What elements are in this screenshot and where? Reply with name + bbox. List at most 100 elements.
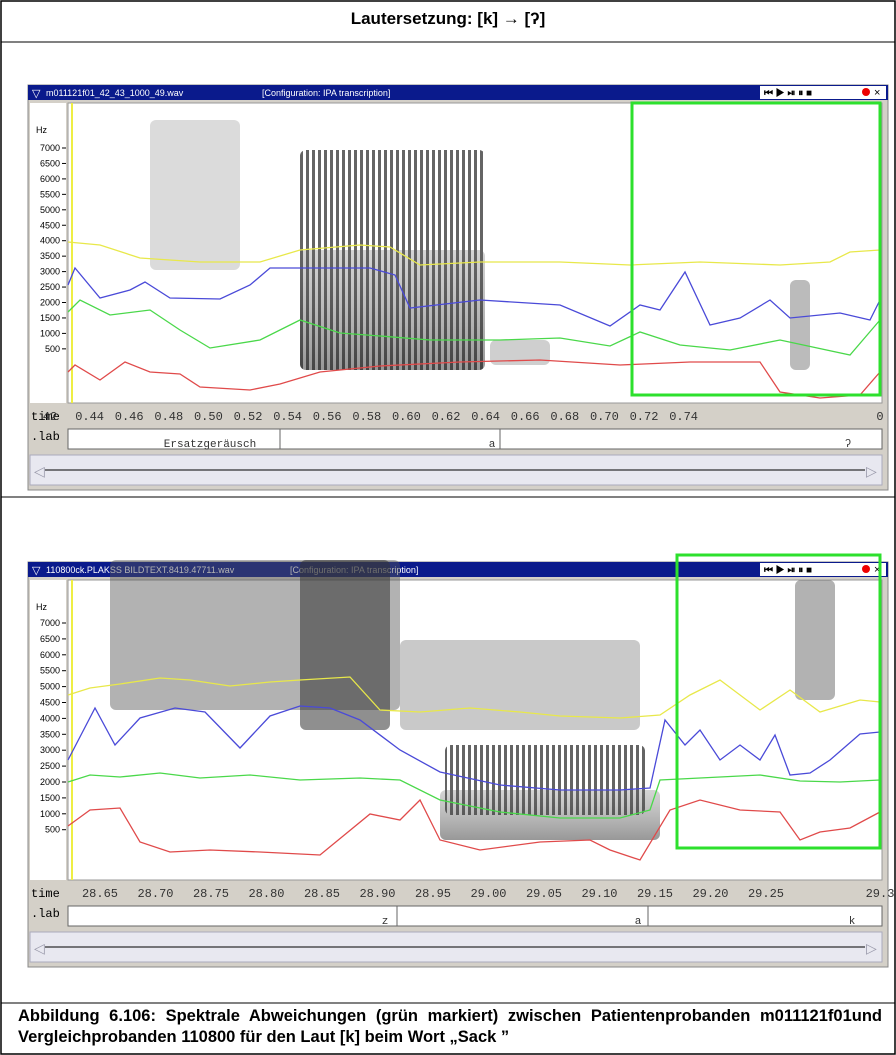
segment-label: a (635, 916, 642, 928)
time-tick-label: 0.44 (75, 410, 104, 424)
tier-name: .lab (31, 907, 60, 921)
time-tick-label: 0.68 (550, 410, 579, 424)
time-tick-label: 29.25 (748, 887, 784, 901)
window-file: m011121f01_42_43_1000_49.wav (46, 88, 184, 98)
window-icon: ▽ (32, 565, 41, 577)
formant-track (67, 241, 881, 266)
spectral-energy (300, 560, 390, 730)
y-tick-label: 7000 (40, 143, 60, 153)
formant-track (67, 299, 881, 356)
formant-track (67, 772, 881, 819)
time-tick-label: 28.75 (193, 887, 229, 901)
record-button[interactable] (862, 88, 870, 96)
unit-label: Hz (36, 602, 47, 612)
spectral-energy (790, 280, 810, 370)
scroll-left[interactable]: ◁ (34, 463, 45, 479)
formant-track (67, 359, 881, 399)
title: Lautersetzung: [k] → [ʔ] (351, 9, 546, 28)
window-titlebar (28, 85, 888, 100)
time-tick-label: 28.95 (415, 887, 451, 901)
y-tick-label: 7000 (40, 618, 60, 628)
time-tick-label: 29.20 (692, 887, 728, 901)
y-tick-label: 2500 (40, 282, 60, 292)
y-tick-label: 4500 (40, 220, 60, 230)
green-highlight (675, 553, 882, 850)
spectral-energy (150, 120, 240, 270)
y-tick-label: 3500 (40, 251, 60, 261)
spectral-energy (490, 340, 550, 365)
time-tick-label: 0.70 (590, 410, 619, 424)
window-file: 110800ck.PLAKSS BILDTEXT.8419.47711.wav (46, 565, 235, 575)
y-tick-label: 2500 (40, 761, 60, 771)
toolbar-controls: ⏮ ▶ ⏯ ⏸ ■ (764, 87, 812, 99)
time-tick-label: 28.65 (82, 887, 118, 901)
spectral-energy (440, 790, 660, 840)
y-tick-label: 5500 (40, 666, 60, 676)
time-tick-label: 29.05 (526, 887, 562, 901)
caption: Abbildung 6.106: Spektrale Abweichungen … (18, 1007, 882, 1046)
y-tick-label: 1500 (40, 313, 60, 323)
formant-track (67, 798, 881, 861)
segment-label: z (382, 916, 389, 928)
y-tick-label: 5000 (40, 205, 60, 215)
time-tick-label: 28.90 (359, 887, 395, 901)
unit-label: Hz (36, 125, 47, 135)
axis-panel (30, 103, 66, 403)
time-label: time (31, 410, 60, 424)
time-tick-label: 28.85 (304, 887, 340, 901)
formant-track (67, 266, 881, 327)
y-tick-label: 3000 (40, 745, 60, 755)
tier-row (67, 428, 883, 450)
time-tick-label: 0.48 (154, 410, 183, 424)
y-tick-label: 5500 (40, 189, 60, 199)
y-tick-label: 500 (45, 344, 60, 354)
record-button[interactable] (862, 565, 870, 573)
time-tick-label: 29.00 (470, 887, 506, 901)
time-tick-label: 0.50 (194, 410, 223, 424)
axis-panel (30, 580, 66, 880)
time-tick-label: 0.46 (115, 410, 144, 424)
y-tick-label: 5000 (40, 682, 60, 692)
time-tick-label: 0.64 (471, 410, 500, 424)
segment-label: Ersatzgeräusch (164, 439, 256, 451)
window-icon: ▽ (32, 88, 41, 100)
spectral-energy (795, 580, 835, 700)
scroll-right[interactable]: ▷ (866, 940, 877, 956)
time-tick-label: 28.70 (137, 887, 173, 901)
close-button: × (874, 87, 880, 99)
time-tick-label: 0.66 (511, 410, 540, 424)
green-highlight (630, 101, 882, 397)
time-tick-label: 0.60 (392, 410, 421, 424)
time-tick-label: 29.3 (866, 887, 895, 901)
time-tick-label: 0.62 (432, 410, 461, 424)
caption-box: Abbildung 6.106: Spektrale Abweichungen … (18, 1007, 882, 1046)
window-config: [Configuration: IPA transcription] (262, 88, 390, 98)
time-row (30, 405, 882, 425)
y-tick-label: 4500 (40, 698, 60, 708)
formant-track (67, 705, 881, 791)
y-tick-label: 4000 (40, 236, 60, 246)
time-tick-label: 0.58 (352, 410, 381, 424)
tier-row (67, 905, 883, 927)
time-tick-label: 0.52 (234, 410, 263, 424)
segment-label: k (849, 916, 856, 928)
time-label: time (31, 887, 60, 901)
segment-label: ʔ (845, 439, 852, 451)
time-row (30, 882, 882, 902)
y-tick-label: 6000 (40, 174, 60, 184)
time-tick-label: 42 (43, 410, 57, 424)
y-tick-label: 3500 (40, 729, 60, 739)
time-tick-label: 0.72 (630, 410, 659, 424)
scroll-left[interactable]: ◁ (34, 940, 45, 956)
time-tick-label: 0.74 (669, 410, 698, 424)
y-tick-label: 500 (45, 825, 60, 835)
y-tick-label: 1000 (40, 328, 60, 338)
y-tick-label: 6500 (40, 634, 60, 644)
scroll-right[interactable]: ▷ (866, 463, 877, 479)
formant-track (67, 676, 881, 719)
toolbar (760, 86, 886, 99)
y-tick-label: 3000 (40, 267, 60, 277)
close-button: × (874, 564, 880, 576)
segment-label: a (489, 439, 496, 451)
